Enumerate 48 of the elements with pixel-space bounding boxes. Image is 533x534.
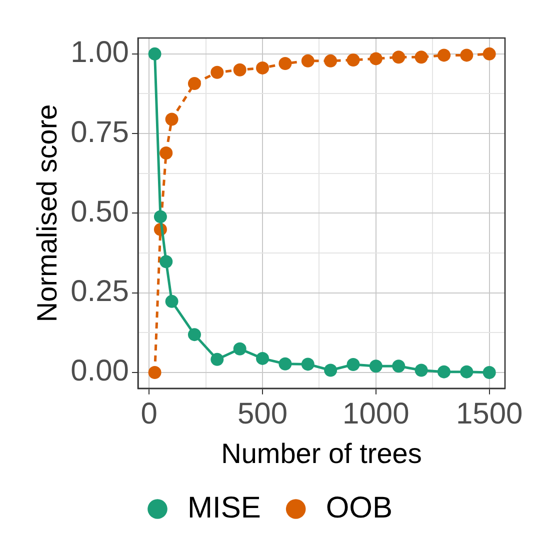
point bbox=[460, 48, 474, 62]
point bbox=[460, 365, 474, 378]
legend-label: OOB bbox=[326, 491, 393, 524]
x-axis-title: Number of trees bbox=[221, 438, 422, 469]
point bbox=[346, 358, 360, 372]
point bbox=[165, 112, 178, 126]
point bbox=[482, 47, 496, 60]
y-axis-title: Normalised score bbox=[32, 104, 63, 322]
point bbox=[437, 365, 450, 378]
point bbox=[414, 50, 428, 64]
point bbox=[414, 364, 428, 377]
point bbox=[278, 56, 292, 70]
point bbox=[392, 50, 406, 64]
point bbox=[324, 364, 338, 377]
point bbox=[160, 146, 173, 160]
point bbox=[301, 358, 314, 371]
x-tick-label: 500 bbox=[237, 398, 288, 431]
point bbox=[154, 210, 167, 224]
y-tick-label: 0.75 bbox=[70, 116, 129, 149]
point bbox=[188, 77, 201, 90]
x-tick-label: 1000 bbox=[342, 398, 410, 431]
y-tick-label: 0.25 bbox=[70, 275, 129, 308]
point bbox=[233, 63, 246, 76]
y-tick-label: 1.00 bbox=[70, 36, 129, 70]
point bbox=[160, 255, 173, 268]
point bbox=[301, 54, 314, 68]
x-tick-label: 1500 bbox=[456, 398, 523, 431]
point bbox=[165, 294, 178, 308]
point bbox=[256, 61, 270, 74]
point bbox=[148, 366, 162, 379]
point bbox=[210, 66, 224, 79]
point bbox=[233, 342, 246, 356]
point bbox=[256, 352, 270, 365]
point bbox=[392, 360, 406, 373]
point bbox=[437, 48, 450, 62]
point bbox=[324, 54, 338, 68]
y-tick-label: 0.50 bbox=[70, 195, 129, 228]
point bbox=[148, 47, 162, 60]
point bbox=[369, 360, 382, 373]
point bbox=[369, 52, 382, 66]
point bbox=[188, 328, 201, 342]
point bbox=[482, 366, 496, 379]
point bbox=[346, 53, 360, 66]
point bbox=[278, 357, 292, 370]
y-tick-label: 0.00 bbox=[70, 354, 129, 388]
point bbox=[210, 352, 224, 366]
x-tick-label: 0 bbox=[140, 398, 158, 431]
legend-label: MISE bbox=[187, 491, 261, 524]
